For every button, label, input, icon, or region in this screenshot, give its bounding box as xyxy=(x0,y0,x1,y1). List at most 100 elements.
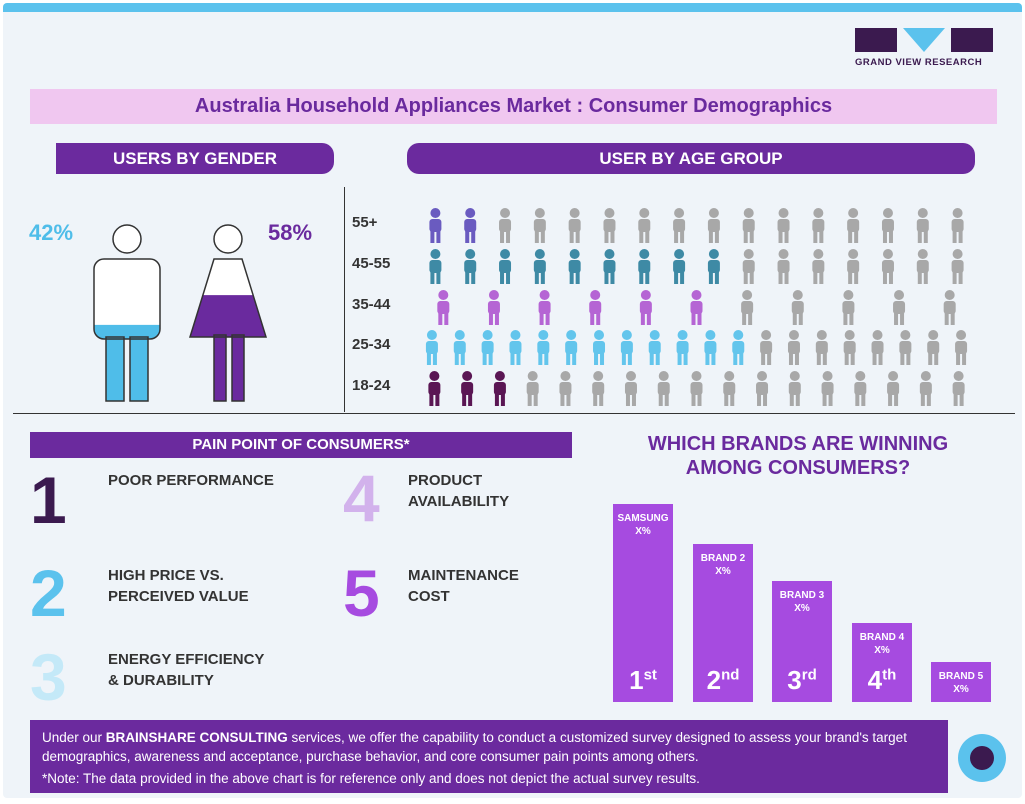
person-icon-empty xyxy=(843,330,856,365)
person-icon-empty xyxy=(760,330,773,365)
age-label: 55+ xyxy=(352,214,378,231)
person-icon-empty xyxy=(847,208,860,243)
person-icon-filled xyxy=(481,330,494,365)
footer-lead: Under our xyxy=(42,730,106,745)
person-icon-empty xyxy=(624,371,637,406)
footer-brand: BRAINSHARE CONSULTING xyxy=(105,730,288,745)
person-icon-empty xyxy=(821,371,834,406)
person-icon-empty xyxy=(951,208,964,243)
brand-label: BRAND 3 X% xyxy=(779,590,825,615)
brands-title-line-2: AMONG CONSUMERS? xyxy=(685,457,911,479)
person-icon-filled xyxy=(487,290,500,325)
age-row-pictogram xyxy=(429,208,964,243)
person-icon-filled xyxy=(620,330,633,365)
age-label: 35-44 xyxy=(352,296,391,313)
person-icon-empty xyxy=(777,208,790,243)
person-icon-empty xyxy=(899,330,912,365)
pain-point-4-line-1: PRODUCT xyxy=(408,472,483,489)
person-icon-empty xyxy=(742,249,755,284)
person-icon-empty xyxy=(871,330,884,365)
person-icon-empty xyxy=(791,290,804,325)
age-label: 25-34 xyxy=(352,336,391,353)
pain-number-2: 2 xyxy=(30,560,67,626)
person-icon-filled xyxy=(565,330,578,365)
person-icon-filled xyxy=(589,290,602,325)
pain-point-4-line-2: AVAILABILITY xyxy=(408,493,510,510)
person-icon-filled xyxy=(425,330,438,365)
person-icon-filled xyxy=(509,330,522,365)
grand-view-research-logo: GRAND VIEW RESEARCH xyxy=(855,28,997,68)
pain-point-3-line-1: ENERGY EFFICIENCY xyxy=(108,651,265,668)
person-icon-filled xyxy=(638,249,651,284)
person-icon-filled xyxy=(461,371,474,406)
person-icon-filled xyxy=(537,330,550,365)
pain-number-3: 3 xyxy=(30,644,67,710)
person-icon-empty xyxy=(812,208,825,243)
person-icon-empty xyxy=(756,371,769,406)
person-icon-empty xyxy=(533,208,546,243)
person-icon-empty xyxy=(854,371,867,406)
person-icon-filled xyxy=(499,249,512,284)
person-icon-filled xyxy=(453,330,466,365)
brand-label: BRAND 2 X% xyxy=(700,552,746,577)
person-icon-empty xyxy=(741,290,754,325)
person-icon-empty xyxy=(673,208,686,243)
horizontal-divider xyxy=(13,413,1015,414)
brand-label: BRAND 4 X% xyxy=(859,631,905,656)
person-icon-empty xyxy=(526,371,539,406)
person-icon-empty xyxy=(707,208,720,243)
person-icon-empty xyxy=(777,249,790,284)
person-icon-empty xyxy=(592,371,605,406)
pain-point-3-line-2: & DURABILITY xyxy=(108,672,214,689)
infographic-page: GRAND VIEW RESEARCH Australia Household … xyxy=(3,3,1022,798)
person-icon-empty xyxy=(887,371,900,406)
female-percentage: 58% xyxy=(268,220,313,245)
pain-points-header: PAIN POINT OF CONSUMERS* xyxy=(30,432,572,458)
person-icon-filled xyxy=(464,249,477,284)
person-icon-filled xyxy=(493,371,506,406)
brand-bar: SAMSUNG X% 1st xyxy=(613,504,673,702)
person-icon-empty xyxy=(657,371,670,406)
brand-rank: 1st xyxy=(629,665,657,695)
pain-point-5: MAINTENANCE COST xyxy=(408,565,519,607)
brand-bar: BRAND 2 X% 2nd xyxy=(693,543,753,702)
pain-point-2: HIGH PRICE VS. PERCEIVED VALUE xyxy=(108,565,249,607)
person-icon-empty xyxy=(952,371,965,406)
person-icon-filled xyxy=(437,290,450,325)
pain-number-4: 4 xyxy=(343,465,380,531)
brand-label: BRAND 5 X% xyxy=(938,671,984,696)
person-icon-empty xyxy=(787,330,800,365)
person-icon-empty xyxy=(742,208,755,243)
person-icon-empty xyxy=(690,371,703,406)
person-icon-empty xyxy=(559,371,572,406)
person-icon-filled xyxy=(676,330,689,365)
age-header: USER BY AGE GROUP xyxy=(407,143,975,174)
brand-label: SAMSUNG X% xyxy=(617,513,669,537)
age-row-pictogram xyxy=(428,371,965,406)
person-icon-empty xyxy=(723,371,736,406)
brand-rank: 4th xyxy=(867,664,897,695)
pain-number-5: 5 xyxy=(343,560,380,626)
person-icon-empty xyxy=(788,371,801,406)
person-icon-empty xyxy=(943,290,956,325)
person-icon-filled xyxy=(690,290,703,325)
person-icon-empty xyxy=(842,290,855,325)
person-icon-filled xyxy=(704,330,717,365)
pain-point-5-line-1: MAINTENANCE xyxy=(408,567,519,584)
person-icon-filled xyxy=(673,249,686,284)
brand-bar: BRAND 5 X% xyxy=(931,662,991,702)
person-icon-empty xyxy=(927,330,940,365)
person-icon-empty xyxy=(881,249,894,284)
pain-point-5-line-2: COST xyxy=(408,588,450,605)
logo-text: GRAND VIEW RESEARCH xyxy=(855,57,983,68)
logo-mark xyxy=(855,28,997,52)
footer-note: *Note: The data provided in the above ch… xyxy=(42,771,700,786)
person-icon-empty xyxy=(919,371,932,406)
person-icon-filled xyxy=(429,249,442,284)
person-icon-empty xyxy=(951,249,964,284)
pain-point-3: ENERGY EFFICIENCY & DURABILITY xyxy=(108,649,264,691)
female-figure xyxy=(188,224,268,402)
pain-point-4: PRODUCT AVAILABILITY xyxy=(408,470,509,512)
age-row-pictogram xyxy=(437,290,956,325)
person-icon-filled xyxy=(533,249,546,284)
